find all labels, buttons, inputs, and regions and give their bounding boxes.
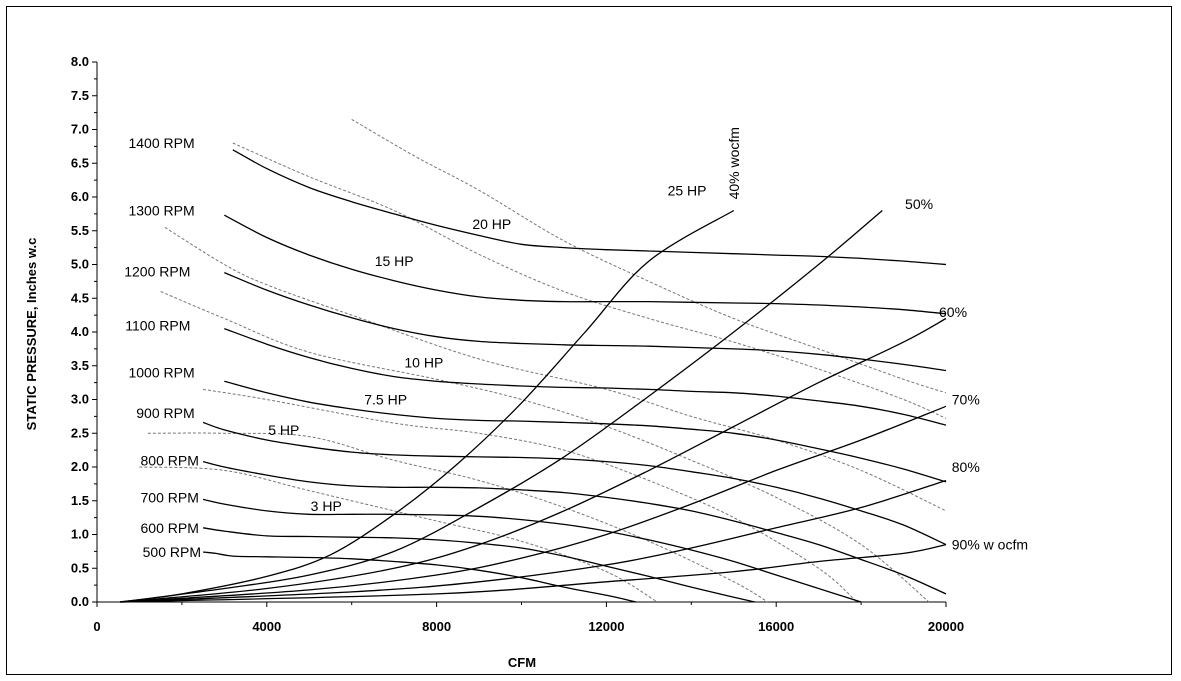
efficiency-curve-40pct-wocfm bbox=[120, 209, 735, 603]
y-axis-title: STATIC PRESSURE, Inches w.c bbox=[24, 238, 39, 431]
hp-curve-5-hp bbox=[147, 432, 768, 603]
rpm-curves bbox=[202, 149, 947, 603]
y-tick-label: 5.0 bbox=[71, 257, 89, 272]
axes: 0.0 0.5 1.0 1.5 2.0 2.5 3.0 3.5 4.0 4.5 5.0 5.5 6.0 6… bbox=[71, 54, 964, 634]
efficiency-curve-70pct bbox=[120, 405, 947, 603]
efficiency-label-60pct: 60% bbox=[939, 304, 967, 320]
y-tick-label: 7.0 bbox=[71, 122, 89, 137]
hp-curve-7-5-hp bbox=[203, 388, 858, 603]
hp-curve-20-hp bbox=[232, 142, 947, 419]
rpm-label-1200-rpm: 1200 RPM bbox=[124, 263, 190, 279]
y-tick-label: 4.0 bbox=[71, 324, 89, 339]
rpm-label-700-rpm: 700 RPM bbox=[141, 489, 199, 505]
rpm-curve-600-rpm bbox=[203, 527, 756, 603]
x-tick-label: 8000 bbox=[422, 619, 451, 634]
rpm-curve-1200-rpm bbox=[224, 271, 947, 372]
rpm-curve-1100-rpm bbox=[224, 327, 947, 426]
rpm-curve-1300-rpm bbox=[223, 214, 947, 315]
hp-label-25-hp: 25 HP bbox=[668, 182, 707, 198]
y-tick-label: 0.5 bbox=[71, 560, 89, 575]
efficiency-label-40pct-wocfm: 40% wocfm bbox=[726, 127, 742, 199]
x-axis-title: CFM bbox=[508, 655, 536, 670]
x-tick-label: 16000 bbox=[758, 619, 794, 634]
y-tick-label: 7.5 bbox=[71, 88, 89, 103]
efficiency-label-70pct: 70% bbox=[952, 392, 980, 408]
y-tick-label: 0.0 bbox=[71, 594, 89, 609]
hp-label-5-hp: 5 HP bbox=[268, 422, 299, 438]
efficiency-curve-80pct bbox=[120, 479, 947, 603]
chart-frame bbox=[6, 6, 1172, 675]
hp-curve-3-hp bbox=[139, 466, 658, 603]
y-tick-label: 1.5 bbox=[71, 493, 89, 508]
rpm-curve-700-rpm bbox=[202, 498, 862, 603]
x-tick-label: 20000 bbox=[928, 619, 964, 634]
y-tick-label: 2.0 bbox=[71, 459, 89, 474]
efficiency-label-80pct: 80% bbox=[952, 459, 980, 475]
hp-curve-25-hp bbox=[351, 118, 947, 394]
y-tick-label: 6.0 bbox=[71, 189, 89, 204]
rpm-label-1300-rpm: 1300 RPM bbox=[128, 203, 194, 219]
rpm-curve-1000-rpm bbox=[224, 380, 947, 483]
rpm-label-600-rpm: 600 RPM bbox=[141, 520, 199, 536]
hp-label-10-hp: 10 HP bbox=[404, 354, 443, 370]
rpm-curve-500-rpm bbox=[203, 551, 637, 603]
y-tick-label: 6.5 bbox=[71, 155, 89, 170]
rpm-label-1400-rpm: 1400 RPM bbox=[128, 135, 194, 151]
hp-label-7-5-hp: 7.5 HP bbox=[364, 392, 407, 408]
rpm-curve-1400-rpm bbox=[232, 149, 947, 266]
y-tick-label: 5.5 bbox=[71, 223, 89, 238]
x-tick-label: 12000 bbox=[588, 619, 624, 634]
y-tick-label: 3.5 bbox=[71, 358, 89, 373]
hp-curve-15-hp bbox=[164, 226, 947, 512]
efficiency-curve-50pct bbox=[120, 210, 883, 603]
rpm-label-800-rpm: 800 RPM bbox=[141, 452, 199, 468]
x-tick-label: 0 bbox=[93, 619, 100, 634]
curve-labels: 500 RPM 600 RPM 700 RPM 800 RPM 900 RPM 1000 … bbox=[124, 127, 1028, 560]
hp-label-3-hp: 3 HP bbox=[311, 498, 342, 514]
hp-curves bbox=[139, 118, 947, 603]
rpm-label-500-rpm: 500 RPM bbox=[143, 544, 201, 560]
efficiency-curve-60pct bbox=[120, 317, 947, 603]
rpm-label-1100-rpm: 1100 RPM bbox=[125, 317, 190, 333]
efficiency-label-90pct-w-ocfm: 90% w ocfm bbox=[952, 537, 1028, 553]
y-tick-label: 1.0 bbox=[71, 527, 89, 542]
hp-label-15-hp: 15 HP bbox=[375, 253, 414, 269]
y-tick-label: 8.0 bbox=[71, 54, 89, 69]
rpm-curve-900-rpm bbox=[202, 421, 947, 546]
rpm-curve-800-rpm bbox=[202, 460, 947, 595]
efficiency-label-50pct: 50% bbox=[905, 196, 933, 212]
hp-label-20-hp: 20 HP bbox=[472, 216, 511, 232]
y-tick-label: 2.5 bbox=[71, 425, 89, 440]
x-tick-label: 4000 bbox=[252, 619, 281, 634]
efficiency-curves bbox=[120, 209, 947, 603]
hp-curve-10-hp bbox=[160, 291, 930, 603]
y-tick-label: 3.0 bbox=[71, 392, 89, 407]
rpm-label-900-rpm: 900 RPM bbox=[136, 405, 194, 421]
efficiency-curve-90pct-w-ocfm bbox=[120, 543, 947, 603]
rpm-label-1000-rpm: 1000 RPM bbox=[128, 365, 194, 381]
y-tick-label: 4.5 bbox=[71, 290, 89, 305]
